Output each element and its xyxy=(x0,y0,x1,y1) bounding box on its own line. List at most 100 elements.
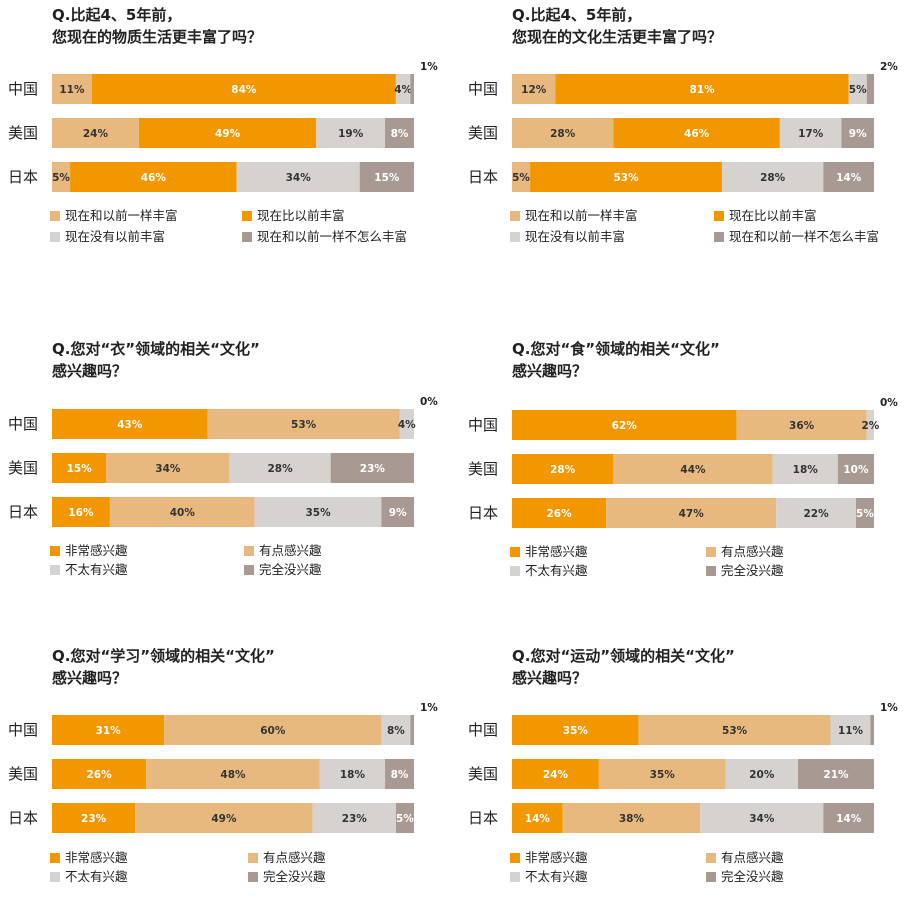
bar-value-label: 23% xyxy=(81,813,107,825)
bar-segment xyxy=(823,803,874,833)
chart-title-line-1: Q.您对“学习”领域的相关“文化” xyxy=(52,647,275,665)
chart-title-line-2: 感兴趣吗？ xyxy=(512,362,588,380)
bar-segment xyxy=(146,759,320,789)
legend-swatch xyxy=(244,546,254,556)
legend-label: 不太有兴趣 xyxy=(525,869,588,884)
bar-segment xyxy=(207,409,400,439)
legend-swatch xyxy=(706,872,716,882)
legend-label: 不太有兴趣 xyxy=(65,562,128,577)
bar-segment xyxy=(512,454,614,484)
bar-value-label: 53% xyxy=(613,172,639,184)
legend-label: 有点感兴趣 xyxy=(721,544,784,559)
legend-item: 非常感兴趣 xyxy=(50,544,128,558)
legend-swatch xyxy=(50,853,60,863)
legend-swatch xyxy=(510,232,520,242)
bar-segment xyxy=(410,74,414,104)
bar-value-label: 21% xyxy=(823,769,849,781)
bar-segment xyxy=(855,498,874,528)
bar-segment xyxy=(109,497,255,527)
bar-segment xyxy=(613,118,780,148)
category-label: 中国 xyxy=(8,80,38,98)
legend-label: 现在比以前丰富 xyxy=(729,208,817,223)
stacked-bar-chart: 中国 43% 53% 4% 0% 美国 15% 34% 28% 23% 日本 16% 40% 35% 9% xyxy=(8,396,438,527)
legend-label: 完全没兴趣 xyxy=(259,562,322,577)
bar-segment xyxy=(772,454,838,484)
bar-segment xyxy=(52,409,208,439)
legend-label: 完全没兴趣 xyxy=(721,563,784,578)
bar-segment xyxy=(330,453,414,483)
legend-swatch xyxy=(50,872,60,882)
legend-label: 非常感兴趣 xyxy=(525,544,588,559)
bar-segment xyxy=(700,803,824,833)
bar-segment xyxy=(399,409,414,439)
chart-title-line-2: 感兴趣吗？ xyxy=(52,362,128,380)
bar-segment xyxy=(870,715,874,745)
legend-label: 非常感兴趣 xyxy=(525,850,588,865)
chart-panel-material-life: Q.比起4、5年前， 您现在的物质生活更丰富了吗？ 中国 11% 84% 4% 1% 美国… xyxy=(0,4,438,274)
chart-title-line-2: 您现在的物质生活更丰富了吗？ xyxy=(52,28,263,46)
legend-swatch xyxy=(510,547,520,557)
chart-panel-food-culture: Q.您对“食”领域的相关“文化” 感兴趣吗？ 中国 62% 36% 2% 0% 美国 28%… xyxy=(460,338,898,608)
bar-segment xyxy=(613,454,773,484)
bar-segment xyxy=(512,118,614,148)
legend-label: 现在和以前一样不怎么丰富 xyxy=(729,229,880,244)
legend-item: 有点感兴趣 xyxy=(706,851,784,865)
bar-segment xyxy=(164,715,382,745)
legend-label: 不太有兴趣 xyxy=(65,869,128,884)
bar-value-label: 5% xyxy=(856,508,874,520)
bar-segment xyxy=(598,759,726,789)
legend-item: 现在没有以前丰富 xyxy=(510,230,625,244)
legend-swatch xyxy=(510,566,520,576)
legend-swatch xyxy=(510,872,520,882)
bar-value-label: 26% xyxy=(546,508,572,520)
legend-swatch xyxy=(706,853,716,863)
bar-segment xyxy=(52,162,71,192)
legend-swatch xyxy=(50,565,60,575)
legend-item: 现在和以前一样丰富 xyxy=(50,209,178,223)
bar-value-label: 84% xyxy=(231,84,257,96)
legend-item: 完全没兴趣 xyxy=(706,564,784,578)
legend-label: 现在和以前一样丰富 xyxy=(65,208,178,223)
bar-value-label: 47% xyxy=(679,508,705,520)
legend-swatch xyxy=(50,211,60,221)
bar-value-label: 2% xyxy=(861,420,879,432)
bar-value-label: 18% xyxy=(793,464,819,476)
legend-label: 完全没兴趣 xyxy=(721,869,784,884)
bar-segment xyxy=(823,162,874,192)
bar-segment xyxy=(530,162,722,192)
bar-value-label: 20% xyxy=(749,769,775,781)
stacked-bar-chart: 中国 31% 60% 8% 1% 美国 26% 48% 18% 8% 日本 23% 49% 23% 5% xyxy=(8,702,438,833)
bar-value-label: 53% xyxy=(291,419,317,431)
bar-value-label: 4% xyxy=(398,419,416,431)
bar-segment xyxy=(512,715,639,745)
chart-title-line-1: Q.您对“食”领域的相关“文化” xyxy=(512,340,720,358)
bar-value-label: 36% xyxy=(789,420,815,432)
legend-label: 非常感兴趣 xyxy=(65,543,128,558)
stacked-bar-chart: 中国 62% 36% 2%0% 美国 28% 44% 18% 10% 日本 26% 47% 22% 5% xyxy=(468,397,898,528)
bar-value-label: 10% xyxy=(843,464,869,476)
bar-value-label: 35% xyxy=(650,769,676,781)
chart-title: Q.您对“运动”领域的相关“文化” 感兴趣吗？ xyxy=(512,645,735,689)
chart-title: Q.比起4、5年前， 您现在的物质生活更丰富了吗？ xyxy=(52,4,262,48)
bar-outside-label: 1% xyxy=(420,61,438,73)
legend-label: 现在没有以前丰富 xyxy=(525,229,626,244)
legend-label: 现在没有以前丰富 xyxy=(65,229,166,244)
legend-swatch xyxy=(510,853,520,863)
bar-segment xyxy=(316,118,386,148)
bar-segment xyxy=(837,454,874,484)
legend-swatch xyxy=(50,232,60,242)
legend-item: 现在比以前丰富 xyxy=(242,209,345,223)
chart-title: Q.您对“食”领域的相关“文化” 感兴趣吗？ xyxy=(512,338,720,382)
chart-title-line-2: 您现在的文化生活更丰富了吗？ xyxy=(512,28,723,46)
legend-swatch xyxy=(714,232,724,242)
category-label: 中国 xyxy=(8,721,38,739)
category-label: 日本 xyxy=(8,503,38,521)
bar-segment xyxy=(52,118,139,148)
legend-item: 非常感兴趣 xyxy=(50,851,128,865)
bar-segment xyxy=(138,118,317,148)
bar-segment xyxy=(319,759,386,789)
bar-segment xyxy=(410,715,414,745)
bar-segment xyxy=(52,497,110,527)
chart-title-line-1: Q.您对“衣”领域的相关“文化” xyxy=(52,340,260,358)
bar-value-label: 18% xyxy=(340,769,366,781)
